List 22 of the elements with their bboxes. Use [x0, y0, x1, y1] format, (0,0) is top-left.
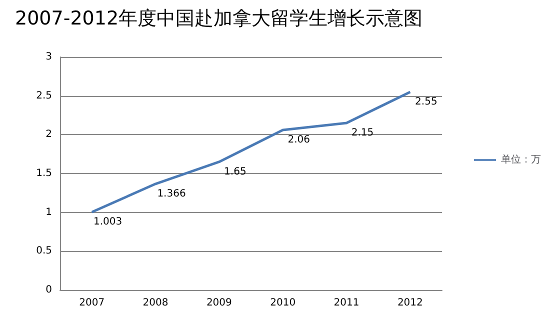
y-tick-label: 2 [46, 129, 52, 140]
y-tick-label: 3 [46, 52, 52, 62]
x-tick-label: 2008 [142, 298, 168, 308]
y-tick-label: 0.5 [36, 246, 52, 257]
x-tick-label: 2012 [397, 298, 423, 308]
x-tick-label: 2011 [334, 298, 360, 308]
y-tick-label: 1 [46, 206, 52, 218]
chart-title: 2007-2012年度中国赴加拿大留学生增长示意图 [15, 8, 423, 30]
data-label: 2.55 [415, 96, 438, 108]
x-tick-label: 2007 [79, 298, 105, 308]
data-label: 2.15 [351, 128, 374, 139]
y-tick-label: 2.5 [36, 90, 52, 102]
data-label: 1.366 [157, 188, 186, 200]
legend-label: 单位：万 [501, 154, 541, 166]
x-tick-label: 2010 [270, 298, 296, 308]
y-tick-label: 1.5 [36, 168, 52, 179]
y-tick-label: 0 [46, 284, 52, 296]
data-label: 1.003 [94, 216, 122, 228]
x-tick-label: 2009 [206, 298, 232, 308]
data-label: 1.65 [224, 166, 246, 178]
data-label: 2.06 [288, 134, 310, 146]
line-series [90, 90, 412, 214]
